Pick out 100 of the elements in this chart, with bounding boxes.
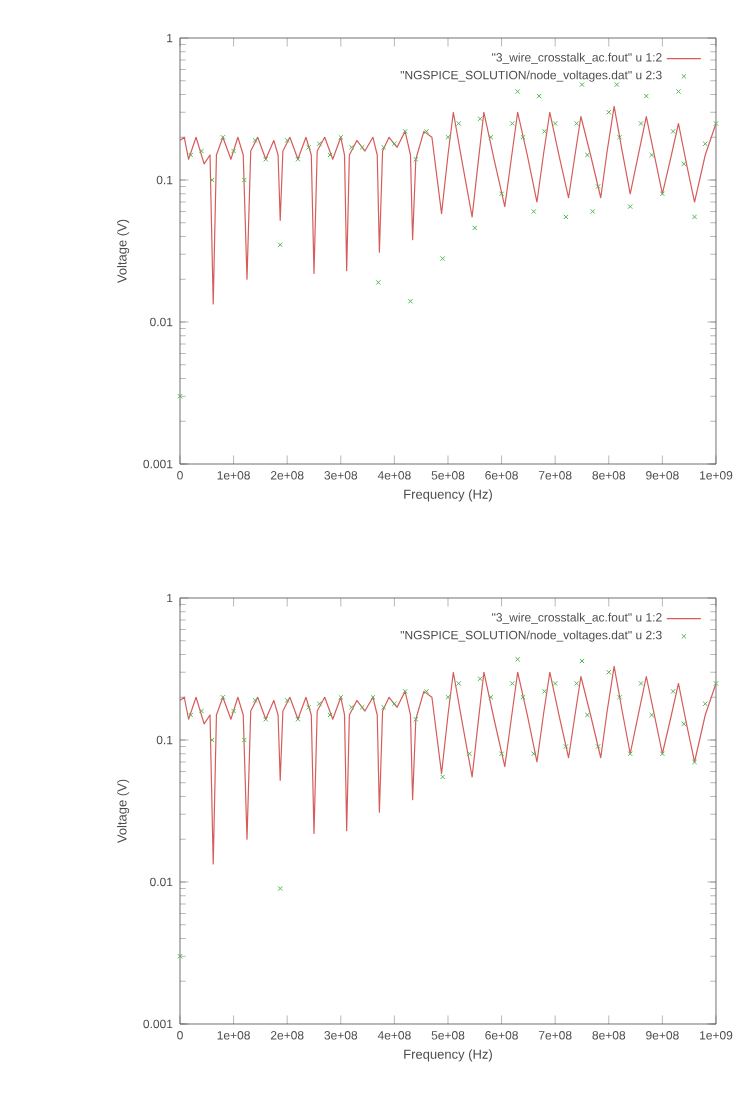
- point: [702, 701, 708, 707]
- point: [477, 116, 483, 122]
- point: [375, 279, 381, 286]
- point: [515, 656, 521, 662]
- point: [263, 156, 269, 162]
- point: [220, 694, 226, 700]
- point: [584, 712, 590, 718]
- point: [670, 128, 676, 135]
- point: [370, 694, 376, 700]
- point: [515, 88, 521, 95]
- point: [681, 161, 687, 167]
- point: [177, 953, 183, 959]
- point: [316, 701, 322, 707]
- point: [509, 120, 515, 127]
- point: [498, 751, 505, 757]
- point: [649, 712, 655, 718]
- point: [659, 751, 665, 757]
- point: [348, 144, 355, 150]
- point: [466, 751, 473, 757]
- point: [295, 156, 301, 162]
- point: [627, 751, 633, 757]
- point: [563, 214, 569, 220]
- point: [670, 688, 676, 694]
- point: [209, 737, 215, 743]
- point: [627, 203, 633, 210]
- point: [531, 751, 537, 757]
- point: [531, 208, 537, 215]
- point: [606, 669, 612, 675]
- point: [338, 694, 344, 700]
- point: [590, 208, 596, 215]
- point: [413, 716, 419, 722]
- line-series: [179, 665, 716, 865]
- point: [713, 680, 719, 687]
- point: [616, 134, 623, 140]
- point: [595, 183, 601, 190]
- point: [520, 694, 526, 700]
- point: [498, 191, 505, 197]
- point: [402, 688, 408, 694]
- point: [188, 152, 194, 158]
- point: [488, 694, 494, 700]
- point: [284, 137, 290, 144]
- point: [456, 120, 462, 127]
- point: [552, 120, 558, 127]
- point: [306, 144, 312, 150]
- point: [552, 680, 558, 687]
- point: [359, 704, 365, 710]
- point: [327, 712, 333, 718]
- point: [445, 134, 451, 140]
- point: [643, 93, 649, 99]
- point: [177, 393, 183, 399]
- point: [391, 701, 398, 707]
- point: [488, 134, 494, 140]
- point: [713, 120, 719, 127]
- point: [284, 697, 290, 704]
- point: [595, 743, 601, 750]
- point: [198, 708, 205, 714]
- point: [407, 298, 414, 304]
- point: [423, 128, 430, 135]
- point: [606, 109, 612, 115]
- point: [188, 712, 194, 718]
- point: [252, 697, 258, 704]
- point: [402, 128, 408, 135]
- point: [520, 134, 526, 140]
- point: [306, 704, 312, 710]
- point: [252, 137, 258, 144]
- point: [541, 128, 548, 135]
- point: [359, 144, 365, 150]
- point: [563, 743, 569, 750]
- point: [277, 885, 283, 892]
- point: [616, 694, 623, 700]
- point: [509, 680, 515, 687]
- point: [477, 676, 483, 682]
- point: [277, 242, 283, 248]
- point: [338, 134, 344, 140]
- point: [381, 144, 387, 150]
- point: [295, 716, 301, 722]
- point: [649, 152, 655, 158]
- point: [440, 774, 446, 780]
- point: [536, 93, 542, 99]
- point: [381, 704, 387, 710]
- line-series: [179, 105, 716, 305]
- point: [423, 688, 430, 694]
- point: [209, 177, 215, 183]
- point: [584, 152, 590, 158]
- point: [220, 134, 226, 140]
- point: [440, 255, 446, 262]
- point: [263, 716, 269, 722]
- point: [574, 680, 580, 687]
- point: [445, 694, 451, 700]
- point: [198, 148, 205, 154]
- point: [456, 680, 462, 687]
- point: [638, 680, 644, 687]
- point: [659, 191, 665, 197]
- point: [702, 141, 708, 147]
- point: [413, 156, 419, 162]
- point: [241, 177, 247, 183]
- point: [638, 120, 644, 127]
- point: [541, 688, 548, 694]
- point: [348, 704, 355, 710]
- point: [472, 225, 478, 231]
